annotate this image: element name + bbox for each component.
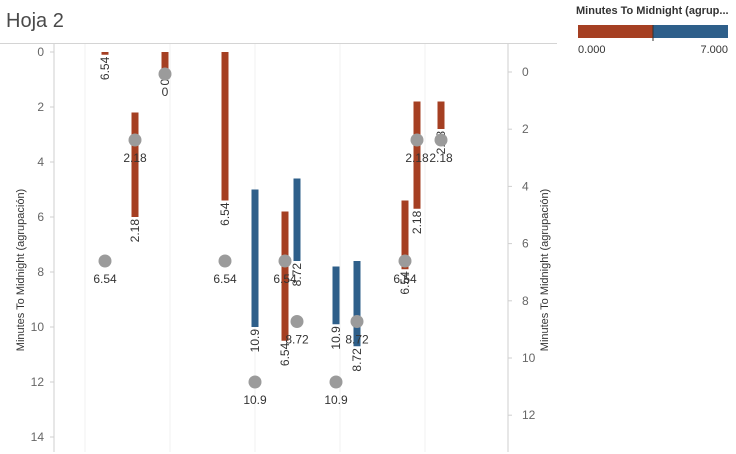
legend-min-label: 0.000 [578,44,606,56]
data-point [98,254,112,268]
point-label: 0 [162,85,169,99]
data-point [398,254,412,268]
y-axis-title-right: Minutes To Midnight (agrupación) [539,189,551,351]
bar-label: 6.54 [218,202,232,226]
legend-max-label: 7.000 [700,44,728,56]
left-tick-label: 2 [37,100,44,114]
chart-marks: 6.542.1806.5410.96.548.7210.98.726.542.1… [93,52,453,407]
data-point [248,375,262,389]
sheet-title: Hoja 2 [6,10,64,32]
right-tick-label: 6 [522,237,529,251]
bar-label: 2.18 [410,210,424,234]
range-bar [332,266,340,325]
point-label: 2.18 [405,151,429,165]
right-tick-label: 10 [522,351,536,365]
left-tick-label: 0 [37,45,44,59]
right-tick-label: 8 [522,294,529,308]
left-tick-label: 8 [37,265,44,279]
range-bar [353,261,361,347]
legend-blue-segment [653,25,728,38]
point-label: 6.54 [213,272,237,286]
bar-label: 8.72 [290,263,304,287]
range-bar [293,178,301,261]
bar-label: 8.72 [350,348,364,372]
legend-red-segment [578,25,653,38]
point-label: 8.72 [285,333,309,347]
bar-label: 6.54 [398,271,412,295]
title-divider [0,43,557,44]
right-tick-label: 12 [522,408,536,422]
left-tick-label: 12 [31,375,45,389]
range-bar [401,200,409,270]
right-tick-label: 2 [522,122,529,136]
range-chart: 0 2 4 6 8 10 12 14 0 2 4 6 8 10 12 6.54 2.18 0 6.54 10.9 6.… [15,44,551,452]
right-tick-label: 4 [522,179,529,193]
point-label: 2.18 [429,151,453,165]
left-tick-label: 4 [37,155,44,169]
bar-label: 0 [158,78,172,85]
bar-label: 6.54 [278,342,292,366]
range-bar [101,52,109,55]
data-point [410,133,424,147]
range-bar [251,189,259,327]
left-tick-label: 10 [31,320,45,334]
color-legend-bar[interactable] [578,25,728,41]
data-point [128,133,142,147]
point-label: 6.54 [93,272,117,286]
range-bar [281,211,289,341]
range-bar [131,112,139,217]
data-point [290,315,304,328]
range-bar [221,52,229,201]
range-bar [161,52,169,77]
bar-label: 10.9 [248,329,262,353]
data-point [158,67,172,81]
bar-label: 2.18 [128,219,142,243]
left-tick-label: 14 [31,430,45,444]
y-axis-title-left: Minutes To Midnight (agrupación) [15,189,27,351]
left-tick-label: 6 [37,210,44,224]
range-bar [437,101,445,129]
point-label: 6.54 [393,272,417,286]
point-label: 6.54 [273,272,297,286]
bar-label: 10.9 [329,326,343,350]
point-label: 2.18 [123,151,147,165]
right-tick-label: 0 [522,65,529,79]
data-point [350,315,364,328]
range-bar [413,101,421,209]
data-point [278,254,292,268]
point-label: 10.9 [324,393,348,407]
point-label: 8.72 [345,333,369,347]
data-point [434,133,448,147]
point-label: 10.9 [243,393,267,407]
data-point [329,375,343,389]
bar-label: 6.54 [98,56,112,80]
axes: 0 2 4 6 8 10 12 14 0 2 4 6 8 10 12 [31,44,536,452]
data-point [218,254,232,268]
legend-title[interactable]: Minutes To Midnight (agrup... [576,5,729,17]
